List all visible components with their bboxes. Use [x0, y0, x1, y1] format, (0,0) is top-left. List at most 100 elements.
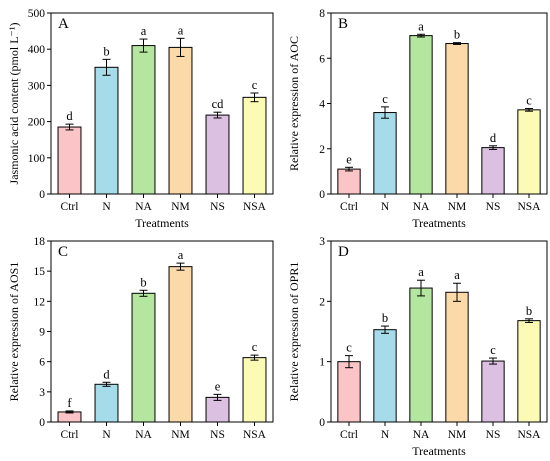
- y-tick-label: 500: [28, 8, 46, 20]
- significance-letter: c: [252, 340, 258, 354]
- y-tick-label: 0: [319, 417, 325, 429]
- y-tick-label: 3: [319, 236, 325, 248]
- significance-letter: b: [526, 304, 532, 318]
- y-axis-title: Relative expression of AOS1: [7, 262, 21, 402]
- bar-nm: [168, 266, 193, 423]
- x-axis-title: Treatments: [135, 216, 189, 230]
- plot-frame: [330, 240, 548, 423]
- bar-nsa: [517, 109, 541, 195]
- x-tick-label: NM: [448, 429, 467, 441]
- significance-letter: e: [215, 379, 221, 393]
- x-tick-label: NS: [486, 201, 501, 213]
- x-tick-label: NS: [210, 429, 225, 441]
- y-axis-title: Relative expression of OPR1: [287, 262, 301, 402]
- significance-letter: a: [418, 19, 424, 33]
- bar-n: [94, 383, 119, 423]
- significance-letter: c: [346, 341, 352, 355]
- panel-a: 0 100 200 300 400 500 d Ctrl b Na NA a NM cd NS c NSA A Tr…: [7, 8, 274, 230]
- significance-letter: c: [382, 92, 388, 106]
- bar-nsa: [517, 320, 541, 423]
- bar-nm: [445, 291, 469, 423]
- significance-letter: a: [418, 265, 424, 279]
- y-tick-label: 6: [319, 53, 325, 65]
- x-tick-label: Ctrl: [61, 201, 79, 213]
- bar-nm: [445, 43, 469, 195]
- bar-ctrl: [337, 361, 361, 423]
- significance-letter: c: [490, 343, 496, 357]
- y-tick-label: 400: [28, 44, 46, 56]
- bar-ctrl: [337, 168, 361, 195]
- x-tick-label: Ctrl: [340, 201, 358, 213]
- significance-letter: e: [346, 152, 352, 166]
- panel-letter: C: [58, 244, 68, 260]
- significance-letter: b: [103, 44, 109, 58]
- y-tick-label: 0: [39, 417, 45, 429]
- significance-letter: f: [67, 396, 72, 410]
- y-tick-label: 8: [319, 8, 325, 20]
- x-axis-title: Treatments: [412, 444, 466, 458]
- plot-frame: [330, 12, 548, 195]
- significance-letter: d: [103, 367, 110, 381]
- x-tick-label: N: [381, 201, 390, 213]
- y-tick-label: 2: [319, 296, 325, 308]
- bar-n: [373, 329, 397, 423]
- panel-letter: B: [338, 16, 348, 32]
- y-tick-label: 18: [34, 236, 46, 248]
- significance-letter: a: [178, 248, 184, 262]
- y-tick-label: 15: [34, 266, 46, 278]
- panel-b: 0 2 4 6 8 e Ctrl c Na NA b NM d NS c NSA B Treatments Rela…: [287, 8, 548, 230]
- y-tick-label: 300: [28, 80, 46, 92]
- y-tick-label: 1: [319, 357, 325, 369]
- plot-frame: [50, 240, 274, 423]
- bar-n: [373, 112, 397, 195]
- significance-letter: b: [454, 28, 460, 42]
- y-tick-label: 12: [34, 296, 46, 308]
- x-tick-label: NM: [448, 201, 467, 213]
- y-tick-label: 3: [39, 387, 45, 399]
- x-tick-label: NS: [486, 429, 501, 441]
- panel-letter: A: [58, 16, 69, 32]
- y-tick-label: 2: [319, 144, 325, 156]
- bar-ctrl: [57, 126, 82, 195]
- x-tick-label: NA: [135, 201, 152, 213]
- y-tick-label: 4: [319, 99, 325, 111]
- x-tick-label: N: [381, 429, 390, 441]
- significance-letter: c: [252, 78, 258, 92]
- bar-nsa: [242, 96, 267, 195]
- significance-letter: b: [382, 311, 388, 325]
- y-tick-label: 200: [28, 117, 46, 129]
- x-tick-label: NSA: [243, 429, 267, 441]
- y-tick-label: 6: [39, 357, 45, 369]
- bar-nm: [168, 46, 193, 195]
- bar-ns: [481, 147, 505, 195]
- x-tick-label: NSA: [517, 429, 541, 441]
- bar-na: [131, 292, 156, 423]
- x-tick-label: NSA: [243, 201, 267, 213]
- x-tick-label: NS: [210, 201, 225, 213]
- y-axis-title: Jasmonic acid content (pmol L⁻¹): [7, 23, 21, 185]
- x-tick-label: NM: [171, 429, 190, 441]
- significance-letter: cd: [212, 97, 225, 111]
- y-tick-label: 0: [319, 189, 325, 201]
- significance-letter: a: [454, 268, 460, 282]
- significance-letter: d: [490, 131, 497, 145]
- x-tick-label: NA: [135, 429, 152, 441]
- bar-n: [94, 66, 119, 195]
- y-tick-label: 9: [39, 327, 45, 339]
- y-tick-label: 100: [28, 153, 46, 165]
- bar-na: [409, 35, 433, 195]
- bar-ns: [205, 396, 230, 423]
- significance-letter: d: [66, 109, 73, 123]
- significance-letter: a: [178, 23, 184, 37]
- bar-na: [409, 287, 433, 423]
- bar-nsa: [242, 357, 267, 423]
- significance-letter: a: [141, 24, 147, 38]
- y-axis-title: Relative expression of AOC: [287, 36, 301, 171]
- x-tick-label: Ctrl: [340, 429, 358, 441]
- panel-d: 0 1 2 3 c Ctrl b Na NA a NM c NS b NSA D Treatments Relat…: [287, 236, 548, 458]
- x-tick-label: NM: [171, 201, 190, 213]
- x-tick-label: NA: [413, 429, 430, 441]
- x-tick-label: NA: [413, 201, 430, 213]
- panel-c: 0 3 6 9 12 15 18 f Ctrl d Nb NA a NM e NS c NSA C Relative …: [7, 236, 274, 441]
- panel-letter: D: [338, 244, 349, 260]
